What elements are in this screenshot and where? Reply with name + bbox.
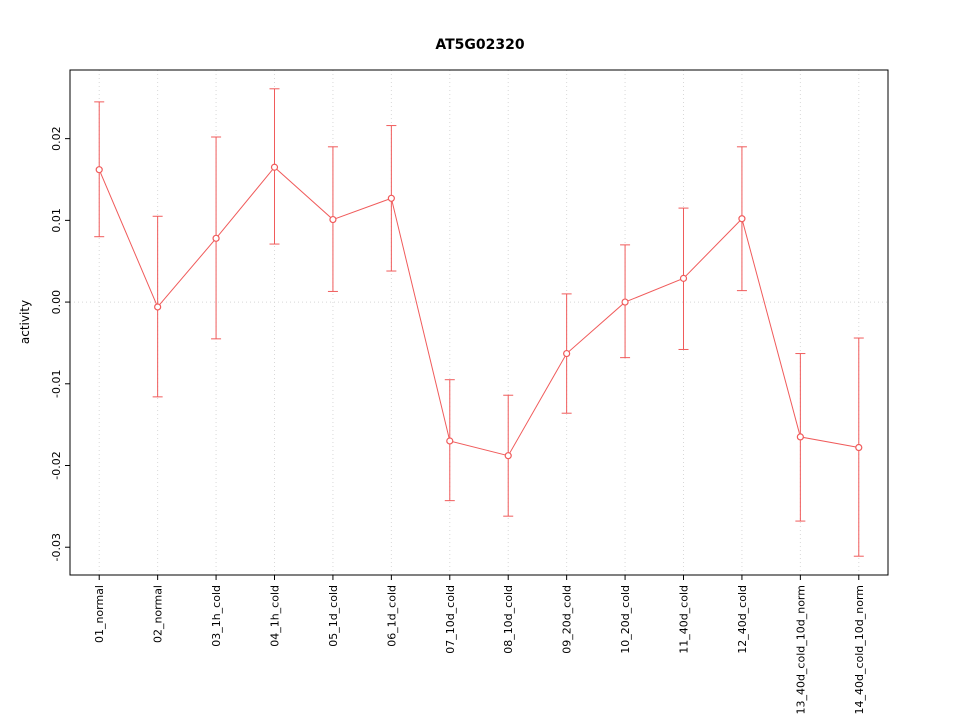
data-point	[796, 433, 804, 441]
x-tick-label: 07_10d_cold	[444, 585, 457, 654]
data-point	[329, 215, 337, 224]
x-tick-label: 02_normal	[152, 585, 165, 643]
x-tick-label: 14_40d_cold_10d_norm	[853, 585, 866, 715]
x-tick-label: 11_40d_cold	[678, 585, 691, 654]
data-point	[446, 437, 454, 445]
data-point	[563, 349, 571, 358]
data-point	[154, 303, 162, 311]
plot-border	[69, 69, 889, 576]
data-point	[95, 166, 103, 174]
data-point	[270, 163, 279, 171]
y-tick-label: -0.02	[50, 451, 63, 479]
x-tick-label: 09_20d_cold	[561, 585, 574, 654]
data-point	[212, 234, 220, 242]
data-point	[855, 443, 863, 452]
y-tick-label: -0.03	[50, 533, 63, 561]
data-point	[679, 274, 688, 282]
series-line	[98, 166, 859, 457]
x-tick-label: 10_20d_cold	[619, 585, 632, 654]
x-tick-label: 06_1d_cold	[385, 585, 398, 647]
x-tick-label: 03_1h_cold	[210, 585, 223, 647]
x-tick-label: 12_40d_cold	[736, 585, 749, 654]
y-tick-label: 0.01	[50, 208, 63, 233]
chart-title: AT5G02320	[435, 37, 525, 53]
data-point	[387, 194, 395, 202]
data-point	[621, 298, 629, 306]
data-point	[504, 452, 512, 460]
x-tick-label: 13_40d_cold_10d_norm	[794, 585, 807, 715]
x-tick-label: 04_1h_cold	[269, 585, 282, 647]
x-tick-label: 08_10d_cold	[502, 585, 515, 654]
data-point	[738, 215, 746, 223]
y-tick-label: 0.00	[50, 290, 63, 315]
x-tick-label: 05_1d_cold	[327, 585, 340, 647]
x-tick-label: 01_normal	[93, 585, 106, 643]
y-tick-label: 0.02	[50, 126, 63, 151]
y-tick-label: -0.01	[50, 370, 63, 398]
